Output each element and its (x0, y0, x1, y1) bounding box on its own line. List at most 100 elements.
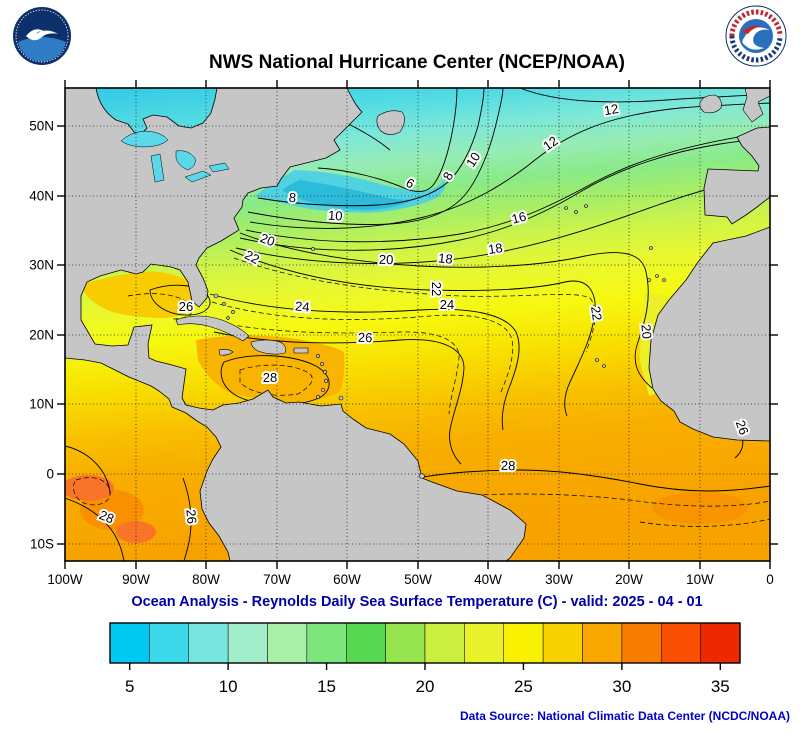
lat-tick-label: 30N (29, 258, 54, 273)
colorbar-tick-label: 20 (416, 677, 435, 696)
lon-tick-label: 80W (192, 572, 220, 587)
colorbar-segment (188, 622, 229, 664)
colorbar-tick-label: 10 (219, 677, 238, 696)
lesser-antilles-islands (316, 354, 344, 401)
colorbar-segment (464, 622, 504, 664)
cold-slope-water-patch (282, 180, 416, 210)
africa-landmass (648, 226, 770, 442)
noaa-sea-shape (18, 37, 66, 62)
lake-huron (175, 150, 196, 171)
jamaica-island (218, 349, 234, 356)
page-title: NWS National Hurricane Center (NCEP/NOAA… (209, 52, 625, 73)
colorbar-tick-label: 35 (711, 677, 730, 696)
colorbar-segment (503, 622, 544, 664)
colorbar-segment (582, 622, 623, 664)
contour-label-12: 12 (603, 101, 620, 118)
bahamas-islands (213, 293, 235, 320)
bermuda-island (311, 247, 315, 251)
equatorial-warm-spot-2 (116, 521, 156, 543)
colorbar-segment (542, 622, 583, 664)
lake-michigan (150, 153, 165, 183)
nws-ring-text-bottom (729, 35, 783, 63)
colorbar-segment (424, 622, 465, 664)
data-source-note: Data Source: National Climatic Data Cent… (460, 709, 790, 723)
sst-colorbar: 5 10 15 20 25 30 35 (109, 622, 741, 696)
contour-label-18: 18 (487, 240, 503, 257)
lon-tick-label: 90W (122, 572, 150, 587)
lon-tick-label: 60W (333, 572, 361, 587)
contour-label-26: 26 (183, 509, 199, 525)
lon-tick-label: 10W (686, 572, 714, 587)
colorbar-segment (227, 622, 268, 664)
contour-label-18: 18 (437, 250, 453, 266)
lat-tick-label: 50N (29, 119, 54, 134)
great-lakes (120, 130, 230, 183)
cuba-island (175, 315, 250, 342)
gulf-of-mexico-warm-patch (84, 271, 195, 318)
colorbar-segment (109, 622, 150, 664)
contour-label-22: 22 (429, 282, 444, 296)
noaa-ring-text (15, 9, 69, 63)
noaa-logo (13, 7, 71, 65)
lon-tick-label: 50W (404, 572, 432, 587)
colorbar-segment (267, 622, 308, 664)
lake-erie (184, 170, 212, 183)
lat-tick-label: 20N (29, 328, 54, 343)
colorbar-segment (306, 622, 347, 664)
lat-tick-label: 0 (46, 467, 54, 482)
colorbar-tick-label: 30 (612, 677, 631, 696)
nws-red-wing-icon (742, 25, 762, 34)
contour-label-24: 24 (440, 297, 454, 312)
azores-islands (564, 204, 588, 214)
contour-label-26: 26 (358, 330, 373, 345)
contour-label-28: 28 (263, 370, 277, 385)
contour-label-28: 28 (501, 458, 516, 473)
newfoundland-island (376, 110, 405, 135)
colorbar-segment (621, 622, 662, 664)
isotherm-contours (65, 88, 770, 561)
contour-label-20: 20 (379, 252, 394, 267)
lon-tick-label: 30W (545, 572, 573, 587)
madeira-island (649, 246, 653, 250)
axis-ticks (57, 80, 778, 569)
axis-labels: 50N 40N 30N 20N 10N 0 10S 100W 90W 80W 70W 60W 50W 40… (29, 119, 774, 588)
colorbar-segment (346, 622, 386, 664)
contour-label-16: 16 (510, 209, 528, 227)
americas-landmass (65, 88, 527, 561)
lon-tick-label: 0 (766, 572, 774, 587)
land-masses (65, 88, 770, 561)
contour-label-10: 10 (328, 208, 343, 224)
lon-tick-label: 100W (47, 572, 83, 587)
equatorial-warm-spot (65, 475, 114, 501)
colorbar-tick-label: 5 (125, 677, 134, 696)
lon-tick-label: 20W (615, 572, 643, 587)
nws-ring-text-top (729, 9, 783, 37)
colorbar-segment (661, 622, 701, 664)
colorbar-segment (700, 622, 741, 664)
lake-ontario (208, 162, 230, 173)
france-iberia-landmass (703, 126, 770, 225)
canary-islands (647, 274, 666, 282)
contour-label-26: 26 (179, 299, 193, 314)
lat-tick-label: 40N (29, 189, 54, 204)
noaa-seagull-icon (26, 29, 58, 41)
colorbar-segment (385, 622, 426, 664)
contour-label-20: 20 (638, 324, 654, 340)
colorbar-segment (149, 622, 189, 664)
lon-tick-label: 40W (474, 572, 502, 587)
lon-tick-label: 70W (263, 572, 291, 587)
puerto-rico-island (293, 347, 309, 354)
contour-label-24: 24 (295, 298, 311, 314)
lat-tick-label: 10N (29, 397, 54, 412)
ireland-island (699, 94, 722, 114)
lake-superior (120, 130, 169, 148)
cape-verde-islands (595, 358, 606, 368)
map-caption: Ocean Analysis - Reynolds Daily Sea Surf… (131, 594, 702, 610)
colorbar-tick-label: 25 (514, 677, 533, 696)
marajo-island (419, 473, 425, 479)
contour-label-22: 22 (588, 305, 605, 321)
colorbar-tick-label: 15 (317, 677, 336, 696)
nws-swirl-icon (742, 27, 770, 50)
